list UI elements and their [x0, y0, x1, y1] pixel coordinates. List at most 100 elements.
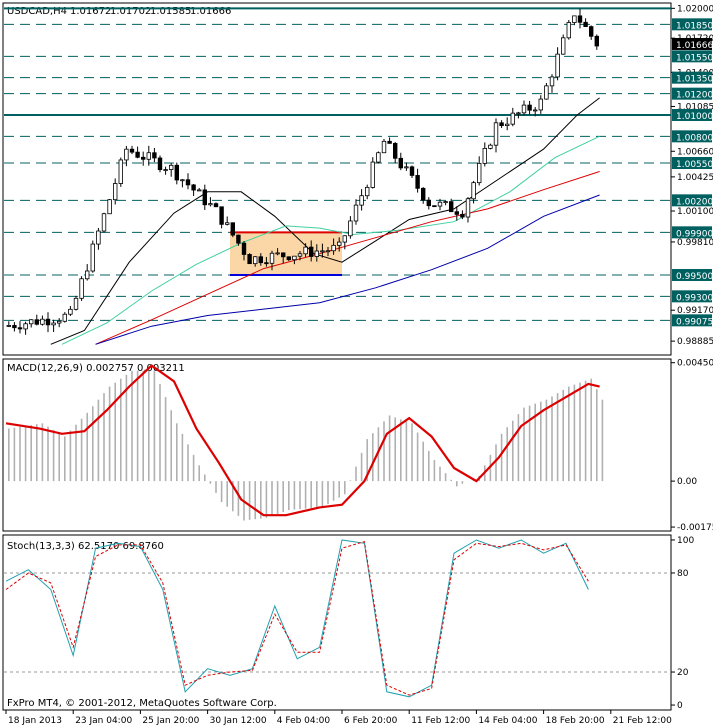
price-tick-label: 1.01200 [676, 91, 713, 101]
price-tick-label: 0.99900 [676, 229, 713, 239]
candle-body [292, 255, 297, 261]
candle-body [85, 270, 90, 280]
candle-body [353, 204, 359, 222]
candle-body [364, 187, 370, 197]
price-tick-label: 1.02000 [677, 4, 713, 14]
candle-body [320, 250, 325, 253]
candle-body [572, 15, 577, 23]
moving-average-3 [95, 171, 600, 345]
stoch-panel: Stoch(13,3,3) 62.5170 69.8760 100 80 20 0 F… [2, 534, 694, 711]
candle-body [146, 152, 151, 160]
price-tick-label: 1.00200 [676, 197, 713, 207]
candle-body [118, 159, 123, 184]
candle-body [45, 318, 51, 326]
time-tick-label: 6 Feb 20:00 [344, 716, 398, 726]
candle-body [594, 35, 599, 47]
candle-body [90, 243, 95, 272]
candle-body [79, 278, 84, 299]
price-tick-label: 1.01850 [676, 21, 713, 31]
price-label-box [672, 71, 712, 84]
price-label-box [672, 157, 712, 169]
watermark: FxPro MT4, © 2001-2012, MetaQuotes Softw… [7, 698, 277, 709]
moving-averages [50, 97, 600, 345]
candle-body [555, 53, 560, 78]
time-axis: 18 Jan 2013 23 Jan 04:00 25 Jan 20:00 30 Ja… [5, 710, 672, 726]
macd-tick-label: 0.004509 [677, 359, 713, 369]
candle-body [297, 253, 303, 257]
candle-body [504, 123, 510, 126]
candle-body [404, 166, 409, 169]
candle-body [135, 151, 140, 158]
candle-body [420, 187, 426, 201]
candle-body [392, 142, 398, 159]
candle-body [12, 325, 17, 329]
ohlc-value: 1.01585 [150, 6, 191, 17]
candle-body [465, 198, 471, 218]
chart-title: USDCAD,H4 [7, 6, 67, 17]
price-label-box [672, 109, 712, 121]
price-tick-label: 0.99300 [676, 293, 713, 303]
price-tick-label: 1.01000 [676, 112, 713, 122]
price-label-box [672, 194, 712, 207]
candle-body [488, 144, 493, 149]
candle-body [443, 201, 448, 204]
moving-average-4 [95, 194, 600, 345]
time-tick-label: 18 Feb 20:00 [546, 716, 605, 726]
candle-body [213, 203, 219, 208]
candle-body [308, 246, 314, 257]
stoch-main-line [5, 539, 589, 698]
price-tick-label: 1.00660 [677, 147, 713, 157]
candle-body [471, 182, 476, 200]
candle-body [51, 322, 56, 326]
stoch-tick-label: 0 [677, 701, 683, 711]
candle-body [40, 318, 45, 325]
price-tick-label: 0.99075 [676, 317, 713, 327]
candle-body [6, 325, 11, 327]
price-tick-label: 1.00100 [677, 207, 713, 217]
candle-body [533, 109, 538, 112]
candle-body [168, 164, 174, 170]
time-tick-label: 18 Jan 2013 [8, 716, 62, 726]
price-tick-label: 0.99170 [677, 306, 713, 316]
candle-body [247, 254, 252, 265]
candle-body [208, 203, 213, 206]
candle-body [219, 206, 224, 225]
macd-panel: MACD(12,26,9) 0.002757 0.003211 0.004509… [2, 358, 713, 533]
candle-body [381, 140, 387, 154]
candle-body [280, 252, 286, 258]
macd-signal-line [5, 364, 600, 517]
candle-body [538, 98, 543, 111]
candle-body [331, 244, 336, 252]
stoch-content: 100 80 20 0 [4, 536, 694, 711]
candle-body [107, 199, 112, 215]
candle-body [269, 252, 275, 264]
candle-body [191, 184, 196, 191]
candle-body [152, 152, 157, 159]
candle-body [437, 201, 443, 207]
candle-body [527, 104, 532, 111]
price-label-box [672, 269, 712, 281]
candle-body [561, 37, 566, 55]
candle-body [252, 256, 258, 265]
candle-body [224, 222, 230, 225]
candle-body [163, 169, 168, 171]
time-tick-label: 14 Feb 04:00 [478, 716, 537, 726]
candle-body [589, 26, 594, 37]
candle-body [264, 262, 269, 265]
candle-body [432, 205, 437, 208]
stoch-signal-line [5, 540, 589, 696]
candle-body [180, 179, 185, 182]
candle-body [140, 156, 146, 160]
candle-body [583, 21, 588, 28]
price-ticks: 1.020001.018501.017201.015501.014001.013… [671, 4, 713, 347]
candle-body [275, 252, 280, 255]
candle-body [303, 246, 308, 255]
candle-body [202, 189, 207, 206]
moving-average-2 [61, 135, 600, 345]
candle-body [348, 220, 353, 237]
range-box [230, 231, 342, 276]
current-price-label: 1.01666 [676, 41, 713, 51]
